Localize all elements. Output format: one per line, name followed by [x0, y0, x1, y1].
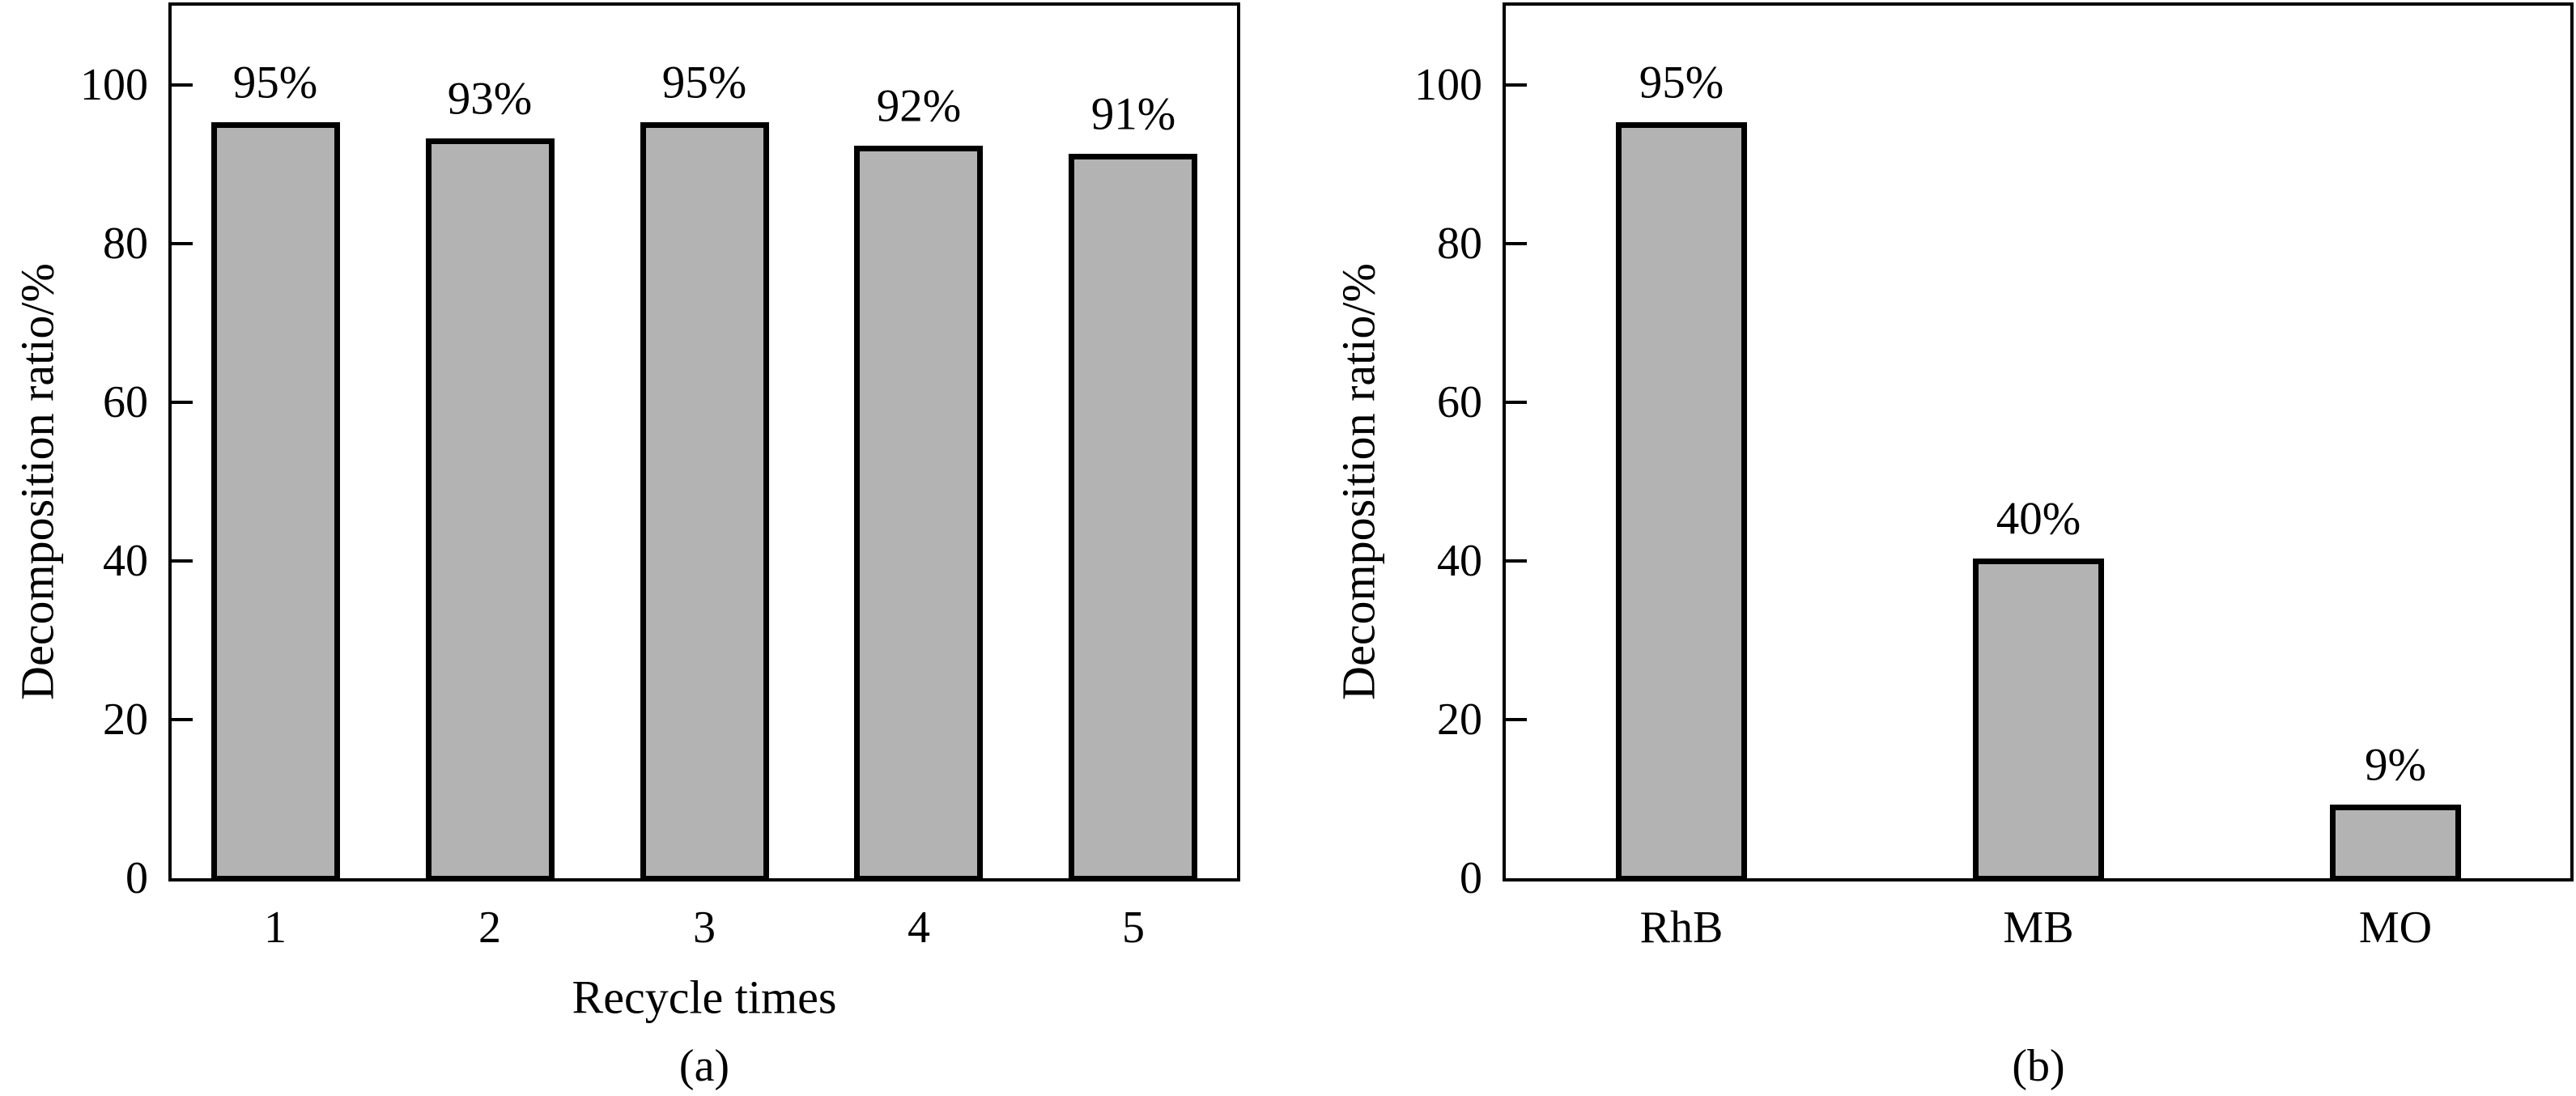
- bar-5: [1069, 154, 1197, 881]
- x-tick-label: MO: [2358, 903, 2433, 953]
- y-tick-mark: [172, 559, 193, 563]
- x-axis-title: Recycle times: [572, 971, 837, 1024]
- x-tick-label: 2: [478, 903, 501, 953]
- y-tick-label: 20: [1437, 695, 1482, 745]
- y-tick-label: 40: [1437, 536, 1482, 586]
- panel-caption: (b): [2012, 1041, 2065, 1091]
- y-tick-label: 0: [1460, 853, 1482, 903]
- x-tick-label: 3: [693, 903, 716, 953]
- y-tick-label: 100: [1414, 60, 1482, 110]
- y-tick-label: 40: [103, 536, 148, 586]
- y-tick-mark: [1506, 718, 1527, 721]
- y-axis-title: Decomposition ratio/%: [1332, 263, 1385, 700]
- y-axis-title: Decomposition ratio/%: [11, 263, 64, 700]
- y-tick-mark: [172, 718, 193, 721]
- bar-value-label: 95%: [661, 57, 747, 108]
- y-tick-mark: [172, 401, 193, 404]
- y-tick-mark: [1506, 83, 1527, 87]
- bar-value-label: 91%: [1090, 88, 1176, 140]
- y-tick-label: 100: [80, 60, 148, 110]
- y-tick-label: 80: [1437, 219, 1482, 269]
- bar-value-label: 92%: [876, 80, 962, 132]
- bar-value-label: 95%: [232, 57, 318, 108]
- bar-3: [640, 122, 769, 881]
- y-tick-label: 80: [103, 219, 148, 269]
- bar-MO: [2330, 805, 2461, 881]
- bar-MB: [1973, 559, 2104, 881]
- x-tick-label: 1: [264, 903, 287, 953]
- y-tick-mark: [1506, 401, 1527, 404]
- x-tick-label: MB: [2003, 903, 2074, 953]
- y-tick-label: 0: [125, 853, 148, 903]
- bar-2: [426, 138, 555, 881]
- y-tick-label: 20: [103, 695, 148, 745]
- bar-value-label: 93%: [447, 73, 533, 125]
- bar-value-label: 40%: [1996, 493, 2081, 545]
- bar-RhB: [1616, 122, 1747, 881]
- y-tick-mark: [172, 242, 193, 245]
- x-tick-label: 4: [908, 903, 930, 953]
- bar-value-label: 9%: [2365, 739, 2426, 791]
- y-tick-label: 60: [103, 377, 148, 427]
- y-tick-label: 60: [1437, 377, 1482, 427]
- panel-caption: (a): [678, 1041, 730, 1091]
- x-tick-label: RhB: [1639, 903, 1724, 953]
- bar-1: [211, 122, 340, 881]
- bar-value-label: 95%: [1639, 57, 1724, 108]
- bar-4: [854, 146, 983, 881]
- x-tick-label: 5: [1122, 903, 1145, 953]
- y-tick-mark: [1506, 559, 1527, 563]
- y-tick-mark: [1506, 242, 1527, 245]
- y-tick-mark: [172, 83, 193, 87]
